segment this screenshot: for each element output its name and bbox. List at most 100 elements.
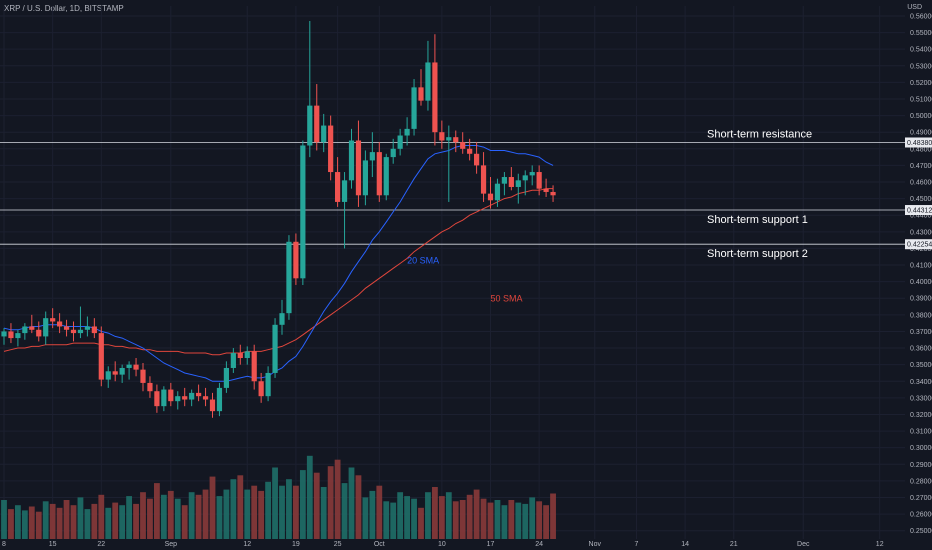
candle-body	[543, 188, 549, 192]
candle	[133, 358, 139, 377]
volume-bar	[209, 476, 216, 539]
candle-body	[300, 145, 306, 279]
moving-averages	[3, 145, 554, 382]
volume-bar	[265, 481, 271, 539]
volume-bar	[133, 503, 139, 539]
candle	[307, 20, 313, 158]
volume-bar	[154, 483, 160, 539]
candle	[439, 120, 445, 149]
volume-bar	[258, 490, 265, 539]
candle	[63, 319, 70, 337]
candle	[43, 311, 49, 345]
candle-body	[348, 140, 355, 181]
volume-bar	[49, 503, 56, 539]
volume-bar	[362, 497, 369, 539]
candle	[244, 346, 250, 365]
candle	[300, 140, 306, 285]
candle-body	[36, 329, 42, 337]
volume-bar	[452, 501, 459, 539]
volume-bar	[279, 485, 285, 539]
candle	[50, 308, 56, 329]
candle	[258, 372, 264, 403]
candle	[508, 167, 514, 191]
volume-bar	[536, 501, 543, 539]
volume-bars	[1, 455, 556, 539]
volume-bar	[348, 467, 355, 539]
candle-body	[209, 399, 216, 412]
candle	[15, 329, 21, 347]
volume-bar	[286, 479, 292, 539]
candle	[501, 172, 507, 196]
candle-body	[244, 351, 250, 359]
candle-body	[216, 387, 223, 412]
candle	[168, 382, 174, 407]
candle-body	[147, 382, 153, 392]
sma20-line	[3, 145, 554, 382]
candle	[77, 306, 84, 339]
volume-bar	[70, 505, 77, 539]
candle	[362, 150, 368, 206]
time-tick: 14	[681, 541, 689, 548]
candle-body	[480, 165, 487, 194]
candle-body	[251, 351, 257, 382]
candle	[418, 69, 424, 106]
candle	[321, 113, 327, 153]
volume-bar	[1, 500, 7, 539]
candles[interactable]	[1, 20, 556, 418]
candle	[84, 316, 90, 337]
candle-body	[161, 389, 167, 407]
volume-bar	[251, 485, 258, 539]
candle	[279, 299, 285, 335]
candle-body	[508, 177, 514, 187]
volume-bar	[508, 500, 515, 539]
volume-bar	[411, 498, 417, 539]
candle-body	[376, 152, 382, 196]
volume-bar	[216, 496, 223, 539]
candle	[91, 318, 97, 339]
candle	[36, 321, 42, 342]
candle	[119, 364, 125, 383]
candle-body	[43, 318, 49, 337]
volume-bar	[404, 496, 410, 539]
candle-body	[446, 137, 452, 141]
candle	[494, 178, 501, 207]
candle-body	[272, 324, 278, 373]
candle	[126, 361, 132, 380]
time-tick: 25	[334, 541, 342, 548]
time-tick: Sep	[165, 541, 178, 548]
volume-bar	[459, 500, 466, 539]
volume-bar	[174, 498, 181, 539]
volume-bar	[397, 492, 404, 539]
candle	[487, 177, 494, 209]
volume-bar	[84, 509, 91, 539]
volume-bar	[181, 505, 188, 539]
volume-bar	[188, 492, 195, 539]
candle-body	[341, 180, 348, 202]
candle	[369, 132, 375, 178]
grid	[0, 6, 905, 539]
candle	[460, 132, 466, 154]
volume-bar	[77, 497, 84, 539]
candle	[328, 115, 334, 181]
candle-body	[63, 326, 70, 330]
candle-body	[258, 381, 264, 397]
candle-body	[286, 241, 292, 314]
time-axis[interactable]: 81522Sep121925Oct101724Nov71421Dec121	[2, 541, 932, 548]
volume-bar	[327, 466, 334, 539]
candle-body	[390, 148, 396, 158]
volume-bar	[105, 507, 112, 539]
